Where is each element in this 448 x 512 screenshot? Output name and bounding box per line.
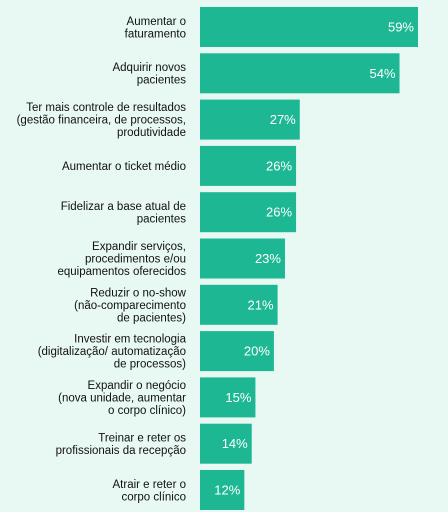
- category-label: Aumentar o faturamento: [125, 16, 186, 41]
- category-label: Atrair e reter o corpo clínico: [113, 479, 187, 504]
- bar: [200, 470, 245, 510]
- bar-row: 15% Expandir o negócio (nova unidade, aume…: [58, 377, 256, 418]
- value-label: 23%: [255, 251, 281, 266]
- bar: [200, 238, 285, 279]
- category-label-line: Aumentar o ticket médio: [62, 161, 186, 173]
- value-label: 26%: [266, 158, 292, 173]
- category-label-line: produtividade: [117, 127, 186, 139]
- bar-row: 14% Treinar e reter os profissionais da re…: [56, 423, 252, 464]
- bar: [200, 423, 252, 464]
- category-label-line: Fidelizar a base atual de: [61, 201, 186, 213]
- category-label-line: Adquirir novos: [112, 62, 186, 74]
- category-label-line: (digitalização/ automatização: [38, 346, 186, 358]
- category-label-line: Aumentar o: [127, 16, 186, 28]
- category-label: Treinar e reter os profissionais da recep…: [56, 432, 187, 457]
- bar-row: 12% Atrair e reter o corpo clínico: [113, 470, 245, 510]
- category-label-line: de pacientes): [117, 312, 186, 324]
- category-label-line: de processos): [114, 359, 186, 371]
- category-label: Reduzir o no-show (não-comparecimento de p…: [74, 287, 187, 324]
- value-label: 15%: [225, 390, 251, 405]
- bar: [200, 377, 256, 418]
- category-label-line: Treinar e reter os: [98, 432, 186, 444]
- category-label-line: (nova unidade, aumentar: [58, 392, 186, 404]
- category-label-line: profissionais da recepção: [56, 445, 186, 457]
- category-label-line: Reduzir o no-show: [90, 287, 187, 299]
- category-label-line: (gestão financeira, de processos,: [17, 115, 186, 127]
- category-label-line: pacientes: [137, 75, 186, 87]
- category-label-line: Expandir serviços,: [92, 241, 186, 253]
- value-label: 26%: [266, 205, 292, 220]
- bar-row: 27% Ter mais controle de resultados (gestã…: [17, 99, 300, 140]
- category-label-line: procedimentos e/ou: [85, 254, 186, 266]
- bar: [200, 145, 297, 186]
- value-label: 20%: [244, 344, 270, 359]
- category-label-line: Ter mais controle de resultados: [26, 102, 186, 114]
- category-label-line: Atrair e reter o: [113, 479, 187, 491]
- category-label: Adquirir novos pacientes: [112, 62, 186, 87]
- category-label-line: o corpo clínico): [108, 405, 186, 417]
- category-label-line: (não-comparecimento: [74, 300, 186, 312]
- bar-row: 20% Investir em tecnologia (digitalização/…: [38, 331, 274, 372]
- value-label: 54%: [369, 66, 395, 81]
- value-label: 12%: [214, 483, 240, 498]
- value-label: 59%: [388, 20, 414, 35]
- bar-row: 59% Aumentar o faturamento: [125, 7, 418, 47]
- category-label-line: Expandir o negócio: [88, 380, 186, 392]
- category-label: Ter mais controle de resultados (gestão f…: [17, 102, 187, 139]
- bar: [200, 331, 274, 372]
- category-label: Expandir o negócio (nova unidade, aumenta…: [58, 380, 186, 417]
- category-label-line: faturamento: [125, 28, 186, 40]
- bar-row: 23% Expandir serviços, procedimentos e/ou e…: [58, 238, 285, 279]
- value-label: 27%: [270, 112, 296, 127]
- bar-row: 21% Reduzir o no-show (não-comparecimento d…: [74, 284, 278, 325]
- bar: [200, 192, 297, 233]
- bar: [200, 284, 278, 325]
- category-label: Aumentar o ticket médio: [62, 161, 186, 173]
- value-label: 14%: [222, 436, 248, 451]
- category-label-line: Investir em tecnologia: [74, 334, 186, 346]
- bar-row: 26% Fidelizar a base atual de pacientes: [61, 192, 297, 233]
- category-label: Fidelizar a base atual de pacientes: [61, 201, 187, 226]
- category-label-line: corpo clínico: [121, 491, 186, 503]
- bar: [200, 99, 300, 140]
- category-label-line: equipamentos oferecidos: [58, 266, 187, 278]
- bar: [200, 7, 418, 47]
- bar: [200, 53, 400, 94]
- category-label: Expandir serviços, procedimentos e/ou equi…: [58, 241, 187, 278]
- category-label-line: pacientes: [137, 213, 186, 225]
- bar-row: 26% Aumentar o ticket médio: [62, 145, 297, 186]
- value-label: 21%: [248, 297, 274, 312]
- bar-row: 54% Adquirir novos pacientes: [112, 53, 400, 94]
- category-label: Investir em tecnologia (digitalização/ au…: [38, 334, 187, 371]
